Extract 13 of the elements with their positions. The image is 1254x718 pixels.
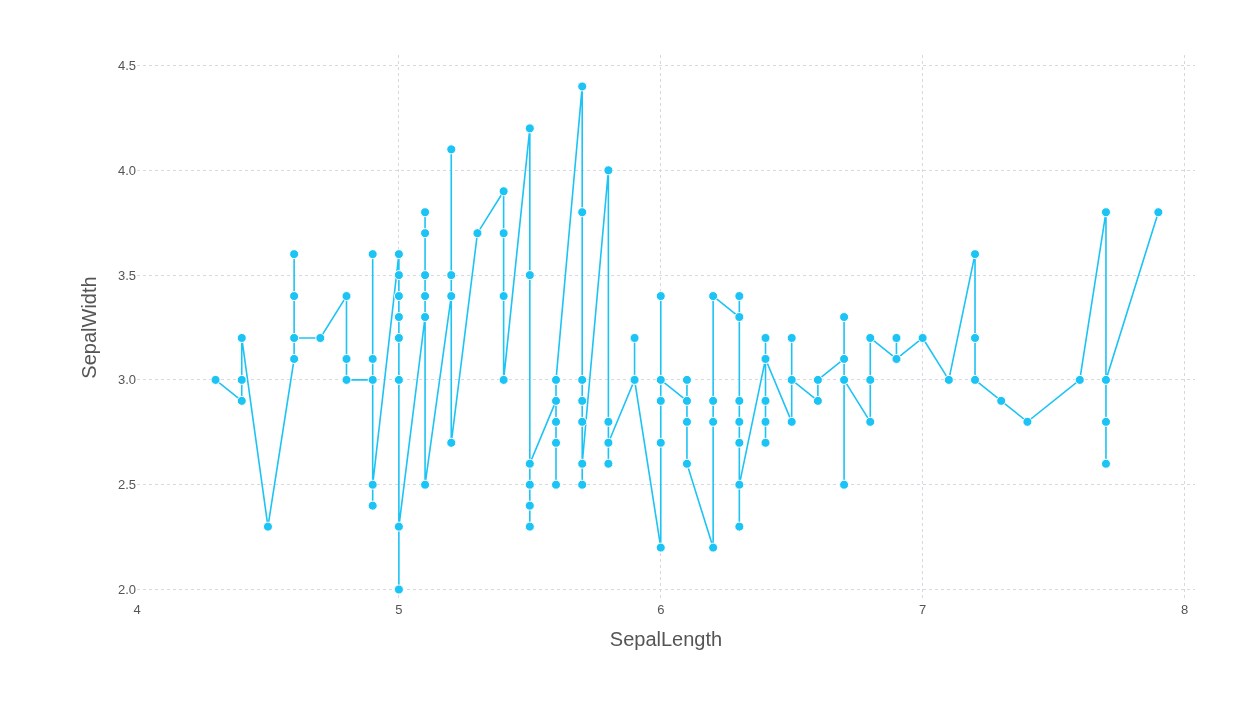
x-axis-title: SepalLength — [609, 627, 723, 650]
y-tick-label: 2.5 — [117, 477, 136, 493]
y-tick-label: 4.5 — [117, 58, 136, 74]
x-tick-label: 8 — [1180, 602, 1189, 617]
x-tick-label: 5 — [395, 602, 403, 617]
y-axis-title: SepalWidth — [78, 276, 101, 379]
y-tick-label: 3.5 — [117, 267, 136, 283]
y-tick-label: 2.0 — [117, 582, 136, 598]
y-tick-label: 4.0 — [117, 162, 136, 178]
y-tick-label: 3.0 — [117, 372, 136, 388]
x-tick-label: 7 — [919, 602, 927, 617]
x-tick-label: 6 — [657, 602, 665, 617]
x-tick-label: 4 — [133, 602, 141, 617]
